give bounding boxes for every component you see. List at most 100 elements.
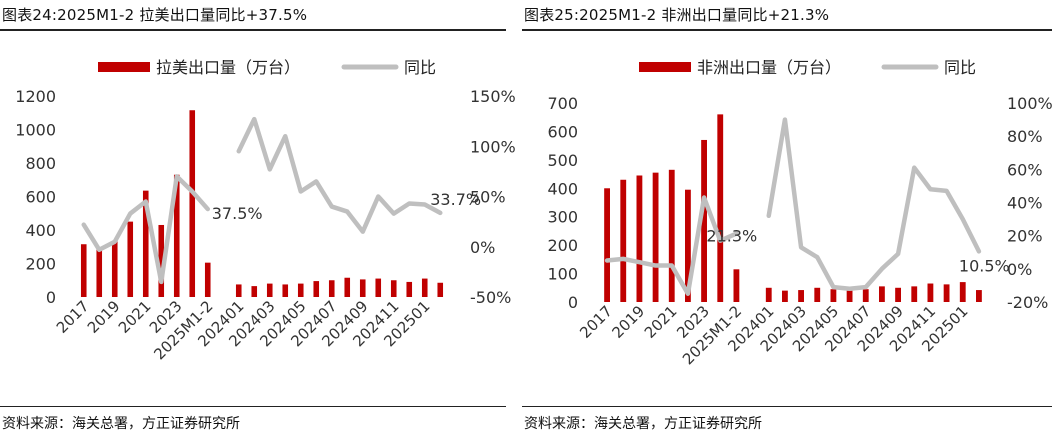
data-label: 10.5% — [959, 256, 1010, 275]
yoy-line-segment-2 — [236, 116, 443, 234]
bar-2024 — [189, 110, 196, 297]
data-label: 33.7% — [430, 190, 481, 209]
legend-bar-swatch — [639, 62, 691, 72]
bar-202405 — [297, 283, 304, 297]
left-axis-tick-label: 300 — [547, 208, 578, 227]
left-axis-tick-label: 600 — [25, 188, 56, 207]
bar-2021 — [142, 190, 149, 297]
bar-202410 — [375, 278, 382, 297]
bar-2024 — [717, 114, 724, 302]
bar-2022 — [158, 224, 165, 297]
right-axis-tick-label: -50% — [470, 288, 511, 307]
left-axis-tick-label: 400 — [547, 179, 578, 198]
bar-2023 — [173, 174, 180, 297]
chart-panel-africa: 图表25:2025M1-2 非洲出口量同比+21.3% 非洲出口量（万台） 同比 0… — [522, 0, 1054, 441]
bar-202409 — [359, 279, 366, 297]
bar-202409 — [895, 287, 901, 302]
legend-line-label: 同比 — [944, 58, 976, 77]
legend-bar-label: 拉美出口量（万台） — [156, 58, 300, 77]
bar-202501 — [421, 278, 428, 297]
yoy-line-segment-1 — [604, 195, 739, 296]
right-axis-tick-label: 150% — [470, 87, 516, 106]
left-axis-tick-label: 1000 — [15, 121, 56, 140]
title-rule — [0, 29, 506, 31]
x-tick-label: 2019 — [609, 302, 649, 342]
title-rule — [522, 29, 1052, 31]
bar-202406 — [313, 281, 320, 297]
x-tick-label: 2017 — [53, 297, 93, 337]
right-axis-tick-label: 0% — [1007, 260, 1032, 279]
right-axis-tick-label: -20% — [1007, 293, 1048, 312]
bar-202401 — [235, 284, 242, 297]
right-axis-tick-label: 100% — [470, 137, 516, 156]
bar-202401 — [765, 287, 772, 302]
bar-202402 — [782, 290, 788, 302]
bar-202410 — [911, 286, 918, 302]
bar-2020 — [652, 172, 659, 302]
x-tick-label: 2019 — [84, 297, 124, 337]
x-tick-label: 2017 — [576, 302, 616, 342]
yoy-line-segment-1 — [81, 174, 210, 285]
data-label: 21.3% — [706, 227, 757, 246]
left-axis-tick-label: 100 — [547, 265, 578, 284]
bar-2022 — [685, 189, 691, 302]
x-tick-label: 2021 — [641, 302, 681, 342]
bar-2020 — [127, 221, 134, 297]
chart-title: 图表25:2025M1-2 非洲出口量同比+21.3% — [524, 6, 830, 24]
yoy-line-segment-2 — [766, 117, 982, 291]
left-axis-tick-label: 700 — [547, 94, 578, 113]
chart-title: 图表24:2025M1-2 拉美出口量同比+37.5% — [2, 6, 308, 24]
bar-202408 — [879, 286, 885, 302]
bar-202403 — [266, 283, 273, 297]
left-axis-tick-label: 1200 — [15, 87, 56, 106]
right-axis-tick-label: 20% — [1007, 227, 1043, 246]
legend-bar-label: 非洲出口量（万台） — [697, 58, 841, 77]
left-axis-tick-label: 200 — [25, 255, 56, 274]
bar-202406 — [846, 290, 853, 302]
bar-202411 — [390, 280, 397, 297]
chart-panel-latam: 图表24:2025M1-2 拉美出口量同比+37.5% 拉美出口量（万台） 同比 0… — [0, 0, 518, 441]
bar-202501 — [959, 282, 966, 302]
bar-2019 — [111, 240, 118, 297]
bar-202403 — [798, 290, 804, 302]
bar-2021 — [668, 169, 675, 302]
legend-line-label: 同比 — [404, 58, 436, 77]
bar-202411 — [927, 283, 934, 302]
chart-latam: 拉美出口量（万台） 同比 0 200 400 600 800 1000 1200 -50% 0% 50… — [15, 58, 516, 363]
bar-2019 — [636, 175, 643, 302]
bar-2017 — [80, 244, 87, 297]
bar-2025M1-2 — [204, 262, 211, 297]
left-axis-tick-label: 500 — [547, 151, 578, 170]
left-axis-tick-label: 0 — [46, 288, 56, 307]
right-axis-tick-label: 50% — [470, 188, 506, 207]
chart-africa: 非洲出口量（万台） 同比 0 100 200 300 400 500 600 700 -20% 0% 2… — [547, 58, 1053, 368]
left-axis-tick-label: 800 — [25, 154, 56, 173]
bar-2018 — [96, 248, 103, 297]
right-axis-tick-label: 40% — [1007, 194, 1043, 213]
bar-202407 — [328, 280, 335, 297]
right-axis-tick-label: 80% — [1007, 127, 1043, 146]
bar-202502 — [976, 290, 982, 302]
x-tick-label: 2021 — [115, 297, 155, 337]
data-label: 37.5% — [212, 204, 263, 223]
bar-202412 — [406, 281, 413, 297]
bar-202404 — [814, 287, 821, 302]
chart-source: 资料来源：海关总署，方正证券研究所 — [524, 416, 762, 432]
bar-202404 — [282, 284, 289, 297]
left-axis-tick-label: 400 — [25, 221, 56, 240]
bar-202405 — [830, 289, 837, 302]
bar-202412 — [943, 284, 950, 302]
left-axis-tick-label: 200 — [547, 236, 578, 255]
chart-source: 资料来源：海关总署，方正证券研究所 — [2, 416, 240, 432]
left-axis-tick-label: 0 — [568, 293, 578, 312]
right-axis-tick-label: 100% — [1007, 94, 1053, 113]
bar-2017 — [604, 188, 610, 302]
bar-2023 — [701, 139, 707, 302]
right-axis-tick-label: 60% — [1007, 160, 1043, 179]
bar-202502 — [437, 282, 444, 297]
right-axis-tick-label: 0% — [470, 238, 495, 257]
legend-bar-swatch — [98, 62, 150, 72]
bar-202408 — [344, 277, 351, 297]
bar-2018 — [620, 179, 627, 302]
bar-202402 — [251, 286, 258, 297]
